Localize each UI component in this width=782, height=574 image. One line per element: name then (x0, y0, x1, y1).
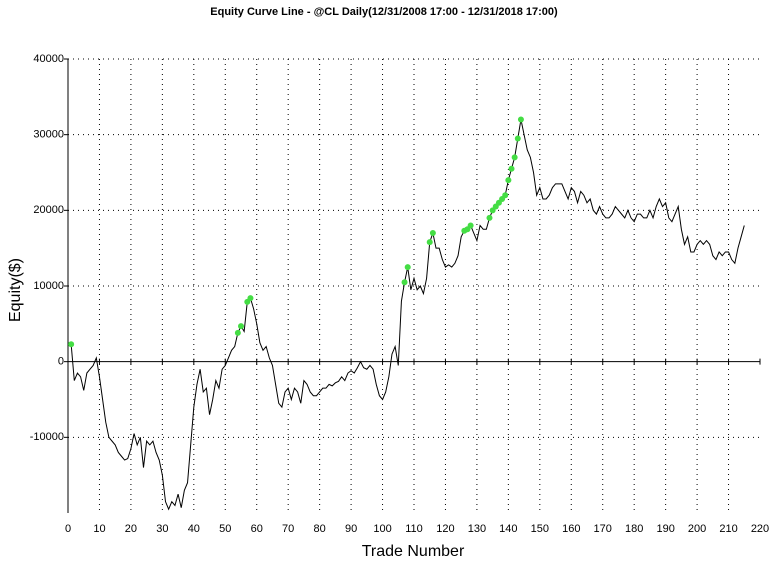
x-tick-label: 90 (345, 523, 357, 535)
x-tick-label: 160 (562, 523, 580, 535)
x-tick-label: 170 (594, 523, 612, 535)
new-high-marker (508, 165, 515, 172)
x-tick-label: 220 (751, 523, 769, 535)
x-tick-label: 70 (282, 523, 294, 535)
x-tick-label: 110 (405, 523, 423, 535)
x-tick-label: 210 (719, 523, 737, 535)
y-tick-label: 40000 (33, 53, 64, 65)
x-tick-label: 120 (436, 523, 454, 535)
equity-line (70, 119, 745, 511)
x-tick-label: 80 (314, 523, 326, 535)
y-tick-label: 30000 (33, 129, 64, 141)
new-high-marker (517, 116, 524, 123)
x-tick-label: 140 (499, 523, 517, 535)
x-tick-label: 0 (65, 523, 71, 535)
y-tick-label: 0 (58, 356, 64, 368)
chart-title: Equity Curve Line - @CL Daily(12/31/2008… (210, 6, 558, 18)
new-high-marker (502, 192, 509, 199)
x-tick-label: 100 (373, 523, 391, 535)
x-tick-label: 60 (251, 523, 263, 535)
new-high-marker (486, 214, 493, 221)
x-tick-label: 40 (188, 523, 200, 535)
x-tick-label: 150 (531, 523, 549, 535)
x-tick-label: 180 (625, 523, 643, 535)
new-high-marker (404, 264, 411, 271)
new-high-marker (238, 323, 244, 330)
x-tick-label: 20 (125, 523, 137, 535)
y-tick-label: 10000 (33, 280, 64, 292)
x-tick-label: 10 (93, 523, 105, 535)
new-high-marker (426, 239, 433, 246)
new-high-marker (68, 341, 75, 348)
new-high-marker (511, 154, 518, 161)
new-high-marker (505, 177, 512, 184)
new-high-marker (429, 230, 436, 237)
x-axis-title: Trade Number (362, 543, 465, 560)
y-tick-label: 20000 (33, 204, 64, 216)
x-tick-label: 30 (156, 523, 168, 535)
x-tick-label: 200 (688, 523, 706, 535)
new-high-marker (234, 329, 241, 336)
new-high-marker (247, 295, 254, 302)
x-tick-label: 130 (468, 523, 486, 535)
x-tick-label: 50 (219, 523, 231, 535)
x-tick-label: 190 (656, 523, 674, 535)
y-tick-label: -10000 (30, 431, 64, 443)
new-high-marker (514, 135, 521, 142)
new-high-marker (401, 279, 408, 286)
new-high-marker (467, 222, 474, 229)
y-axis-title: Equity($) (7, 258, 24, 322)
